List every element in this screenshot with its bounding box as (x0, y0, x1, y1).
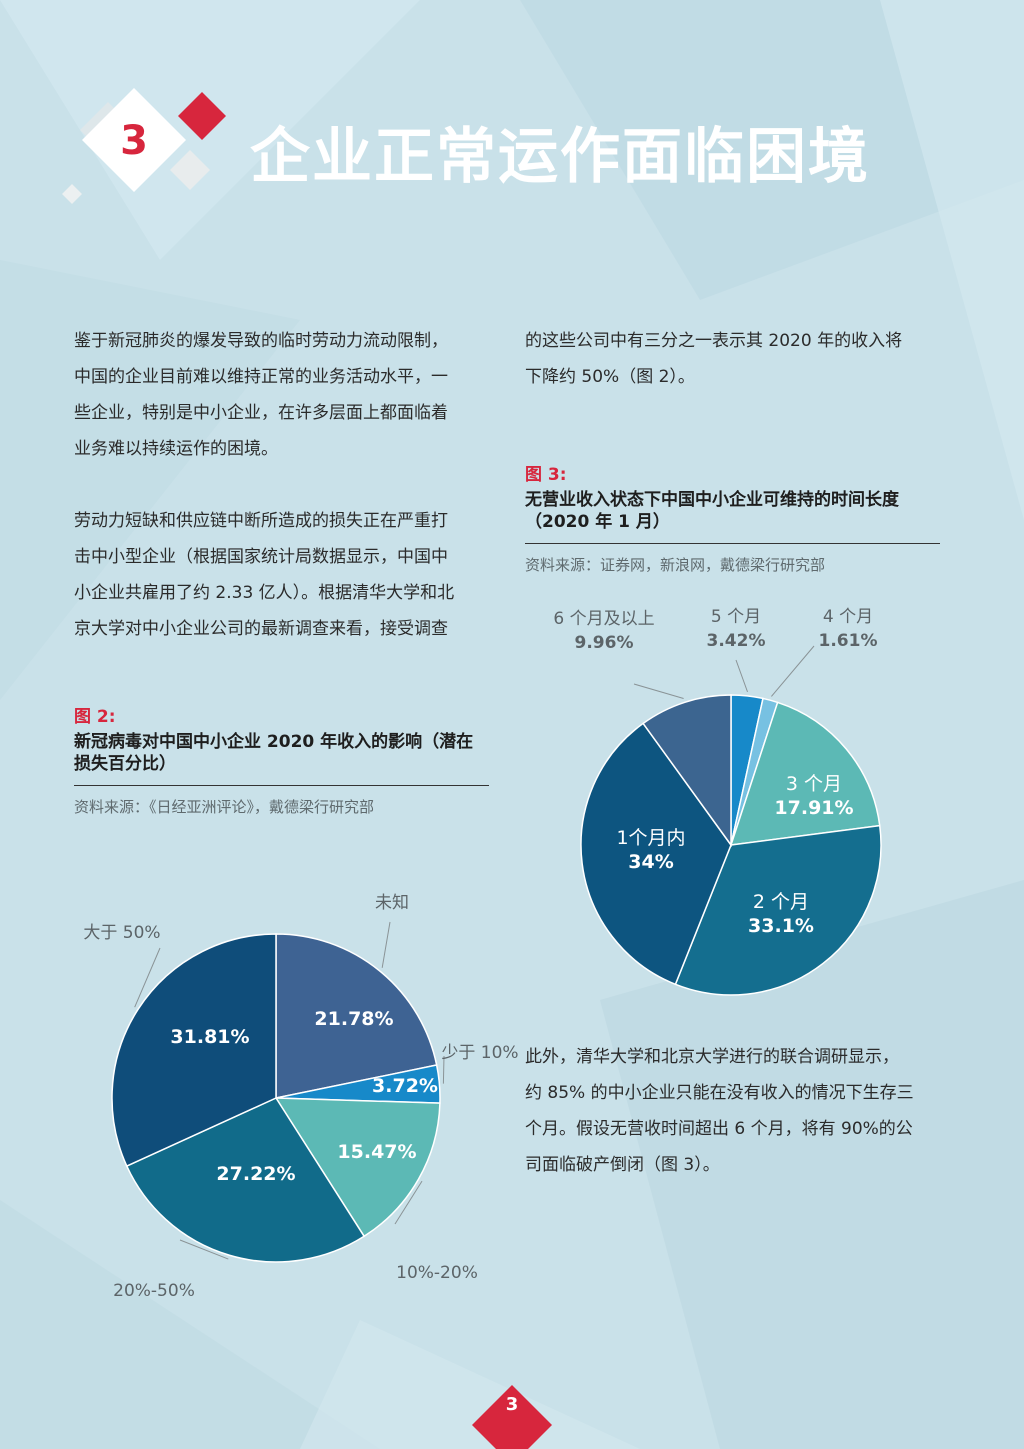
section-badge: 3 (62, 88, 226, 204)
right-paragraph-1: 的这些公司中有三分之一表示其 2020 年的收入将 下降约 50%（图 2）。 (525, 323, 902, 395)
text-line: 小企业共雇用了约 2.33 亿人）。根据清华大学和北 (74, 583, 455, 603)
leader-line (179, 1239, 229, 1260)
leader-line (381, 921, 391, 968)
slice-category-label: 2 个月 (753, 891, 809, 913)
slice-value-label: 3.72% (372, 1075, 438, 1097)
slice-category-label: 10%-20% (396, 1263, 478, 1283)
figure2-rule (74, 785, 489, 786)
slice-category-label: 3 个月 (786, 773, 842, 795)
pie-slice (729, 701, 881, 846)
slice-category-label: 1个月内 (616, 827, 685, 849)
slice-category-label: 20%-50% (113, 1281, 195, 1301)
figure3-title-line: （2020 年 1 月） (525, 512, 670, 532)
text-line: 击中小型企业（根据国家统计局数据显示，中国中 (74, 547, 448, 567)
section-number: 3 (120, 118, 148, 164)
slice-value-label: 3.42% (707, 631, 766, 651)
slice-category-label: 未知 (375, 893, 409, 913)
leader-line (735, 659, 748, 693)
text-line: 业务难以持续运作的困境。 (74, 439, 278, 459)
pie-slice (275, 933, 438, 1099)
slice-value-label: 21.78% (314, 1008, 393, 1030)
left-paragraph-2: 劳动力短缺和供应链中断所造成的损失正在严重打 击中小型企业（根据国家统计局数据显… (74, 503, 454, 647)
figure2-title-line: 损失百分比） (74, 754, 176, 774)
figure2-title-line: 新冠病毒对中国中小企业 2020 年收入的影响（潜在 (74, 732, 474, 752)
figure2-number: 图 2: (74, 707, 116, 727)
red-diamond-shape (178, 92, 226, 140)
page-number: 3 (505, 1394, 519, 1415)
grey-diamond-shape (170, 150, 210, 190)
leader-line (394, 1180, 423, 1225)
pie-slice (674, 824, 882, 996)
text-line: 约 85% 的中小企业只能在没有收入的情况下生存三 (525, 1083, 914, 1103)
pie-slice (580, 722, 732, 986)
slice-category-label: 大于 50% (83, 923, 160, 943)
slice-value-label: 15.47% (337, 1141, 416, 1163)
text-line: 此外，清华大学和北京大学进行的联合调研显示， (525, 1047, 899, 1067)
text-line: 鉴于新冠肺炎的爆发导致的临时劳动力流动限制， (74, 331, 448, 351)
pie-slice (111, 933, 277, 1168)
slice-category-label: 5 个月 (711, 607, 761, 627)
figure2-source: 资料来源：《日经亚洲评论》，戴德梁行研究部 (74, 798, 375, 816)
slice-value-label: 33.1% (748, 915, 814, 937)
pie-slice (642, 694, 732, 848)
slice-value-label: 17.91% (774, 797, 853, 819)
right-paragraph-2: 此外，清华大学和北京大学进行的联合调研显示， 约 85% 的中小企业只能在没有收… (525, 1039, 914, 1183)
leader-line (134, 947, 161, 1008)
slice-value-label: 31.81% (170, 1026, 249, 1048)
text-line: 的这些公司中有三分之一表示其 2020 年的收入将 (525, 331, 903, 351)
slice-value-label: 34% (628, 851, 673, 873)
figure3-source: 资料来源：证券网，新浪网，戴德梁行研究部 (525, 556, 826, 574)
slice-value-label: 9.96% (575, 633, 634, 653)
leader-line (771, 645, 815, 697)
text-line: 劳动力短缺和供应链中断所造成的损失正在严重打 (74, 511, 448, 531)
small-diamond-shape (62, 184, 82, 204)
text-line: 京大学对中小企业公司的最新调查来看，接受调查 (74, 619, 448, 639)
figure3-title-line: 无营业收入状态下中国中小企业可维持的时间长度 (525, 490, 899, 510)
figure3-rule (525, 543, 940, 544)
pie-slice (274, 1097, 441, 1238)
figure2-header: 图 2: 新冠病毒对中国中小企业 2020 年收入的影响（潜在 损失百分比） 资… (74, 702, 504, 817)
white-diamond-shape (82, 88, 186, 192)
slice-value-label: 1.61% (819, 631, 878, 651)
leader-line (633, 683, 684, 699)
page-number-badge (472, 1385, 552, 1449)
slice-category-label: 4 个月 (823, 607, 873, 627)
leader-line (442, 1055, 445, 1084)
text-line: 司面临破产倒闭（图 3）。 (525, 1155, 720, 1175)
text-line: 中国的企业目前难以维持正常的业务活动水平，一 (74, 367, 448, 387)
slice-category-label: 6 个月及以上 (553, 609, 654, 629)
figure3-number: 图 3: (525, 465, 567, 485)
slice-category-label: 少于 10% (441, 1043, 518, 1063)
page-title: 企业正常运作面临困境 (250, 122, 870, 192)
text-line: 些企业，特别是中小企业，在许多层面上都面临着 (74, 403, 448, 423)
slice-value-label: 27.22% (216, 1163, 295, 1185)
text-line: 个月。假设无营收时间超出 6 个月，将有 90%的公 (525, 1119, 913, 1139)
figure3-header: 图 3: 无营业收入状态下中国中小企业可维持的时间长度 （2020 年 1 月）… (525, 460, 955, 575)
left-paragraph-1: 鉴于新冠肺炎的爆发导致的临时劳动力流动限制， 中国的企业目前难以维持正常的业务活… (74, 323, 448, 467)
text-line: 下降约 50%（图 2）。 (525, 367, 695, 387)
